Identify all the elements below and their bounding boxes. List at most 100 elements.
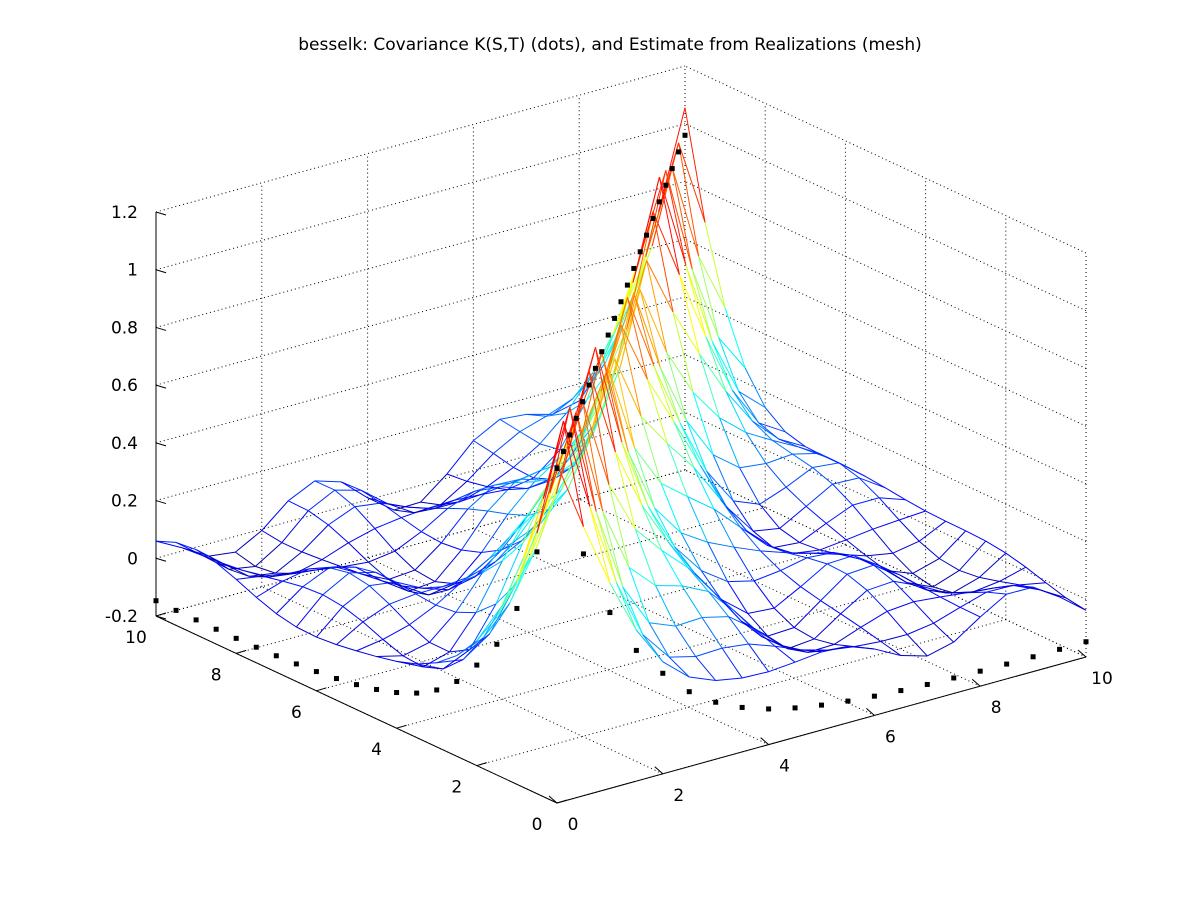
mesh-segment xyxy=(738,390,766,408)
mesh-segment xyxy=(979,576,1000,582)
mesh-segment xyxy=(513,466,534,479)
mesh-segment xyxy=(534,456,562,483)
y-tick-label: 4 xyxy=(371,740,382,760)
mesh-segment xyxy=(933,606,961,624)
mesh-segment xyxy=(938,530,967,559)
mesh-segment xyxy=(493,431,521,454)
mesh-segment xyxy=(692,392,714,455)
mesh-segment xyxy=(740,620,762,637)
x-axis-line xyxy=(556,656,1087,804)
mesh-segment xyxy=(476,603,504,642)
covariance-dot xyxy=(293,661,299,667)
mesh-segment xyxy=(846,564,874,575)
mesh-segment xyxy=(508,513,530,538)
mesh-segment xyxy=(654,507,676,548)
mesh-segment xyxy=(429,641,450,653)
mesh-segment xyxy=(620,324,642,417)
mesh-segment xyxy=(691,269,720,338)
mesh-segment xyxy=(754,628,782,646)
mesh-segment xyxy=(673,421,695,468)
mesh-segment xyxy=(354,502,382,508)
mesh-segment xyxy=(652,211,680,275)
covariance-dot xyxy=(766,706,772,712)
mesh-segment xyxy=(812,462,840,469)
mesh-segment xyxy=(268,572,296,578)
mesh-segment xyxy=(654,507,682,534)
mesh-segment xyxy=(799,542,820,551)
mesh-segment xyxy=(502,557,524,605)
mesh-segment xyxy=(302,586,323,596)
mesh-segment xyxy=(376,656,397,662)
mesh-segment xyxy=(734,611,762,637)
mesh-segment xyxy=(340,481,368,499)
mesh-segment xyxy=(519,431,541,445)
mesh-segment xyxy=(746,530,774,549)
mesh-segment xyxy=(513,443,541,468)
covariance-dot xyxy=(567,432,573,438)
mesh-segment xyxy=(731,389,760,424)
mesh-segment xyxy=(733,546,755,582)
mesh-segment xyxy=(661,550,689,569)
mesh-segment xyxy=(691,269,713,342)
mesh-segment xyxy=(307,489,336,512)
mesh-segment xyxy=(416,662,437,665)
mesh-segment xyxy=(660,482,688,498)
mesh-segment xyxy=(565,372,594,414)
mesh-segment xyxy=(965,530,986,542)
mesh-segment xyxy=(608,484,636,530)
covariance-dot xyxy=(871,693,877,699)
mesh-segment xyxy=(839,553,861,560)
mesh-segment xyxy=(614,358,636,449)
mesh-segment xyxy=(979,552,1007,578)
mesh-segment xyxy=(574,352,603,424)
y-tick-mark xyxy=(556,799,568,804)
mesh-segment xyxy=(880,641,902,656)
mesh-segment xyxy=(798,446,826,458)
mesh-segment xyxy=(698,256,720,338)
mesh-segment xyxy=(926,589,953,594)
mesh-segment xyxy=(542,407,571,499)
mesh-segment xyxy=(854,640,881,648)
mesh-segment xyxy=(661,550,683,587)
mesh-segment xyxy=(321,559,343,568)
mesh-segment xyxy=(582,401,604,512)
mesh-segment xyxy=(646,379,668,444)
mesh-segment xyxy=(858,477,886,489)
mesh-segment xyxy=(255,565,276,574)
mesh-segment xyxy=(820,573,848,601)
mesh-segment xyxy=(858,477,880,499)
mesh-segment xyxy=(522,498,544,559)
mesh-segment xyxy=(952,576,980,594)
mesh-segment xyxy=(255,580,283,598)
mesh-segment xyxy=(892,540,920,554)
covariance-dot xyxy=(454,678,460,684)
mesh-segment xyxy=(633,292,661,368)
mesh-segment xyxy=(660,483,682,534)
x-tick-mark xyxy=(760,737,769,745)
mesh-segment xyxy=(414,542,442,571)
covariance-dot xyxy=(394,690,400,696)
chart-title: besselk: Covariance K(S,T) (dots), and E… xyxy=(298,35,921,55)
mesh-segment xyxy=(329,567,350,574)
mesh-segment xyxy=(301,551,323,561)
mesh-segment xyxy=(367,497,395,511)
mesh-segment xyxy=(752,420,773,441)
mesh-segment xyxy=(774,645,796,663)
mesh-segment xyxy=(295,569,316,574)
mesh-segment xyxy=(800,563,828,588)
mesh-segment xyxy=(415,593,437,606)
mesh-segment xyxy=(700,570,722,600)
mesh-segment xyxy=(602,510,630,568)
mesh-segment xyxy=(627,451,649,507)
mesh-segment xyxy=(507,488,528,491)
covariance-dot xyxy=(374,686,380,692)
mesh-segment xyxy=(772,439,800,448)
mesh-segment xyxy=(554,434,583,477)
mesh-segment xyxy=(316,636,337,646)
mesh-segment xyxy=(959,606,981,618)
mesh-segment xyxy=(685,264,707,337)
mesh-segment xyxy=(354,506,376,529)
mesh-segment xyxy=(360,489,388,505)
z-tick-label: 0.8 xyxy=(111,318,138,338)
mesh-segment xyxy=(825,504,853,524)
